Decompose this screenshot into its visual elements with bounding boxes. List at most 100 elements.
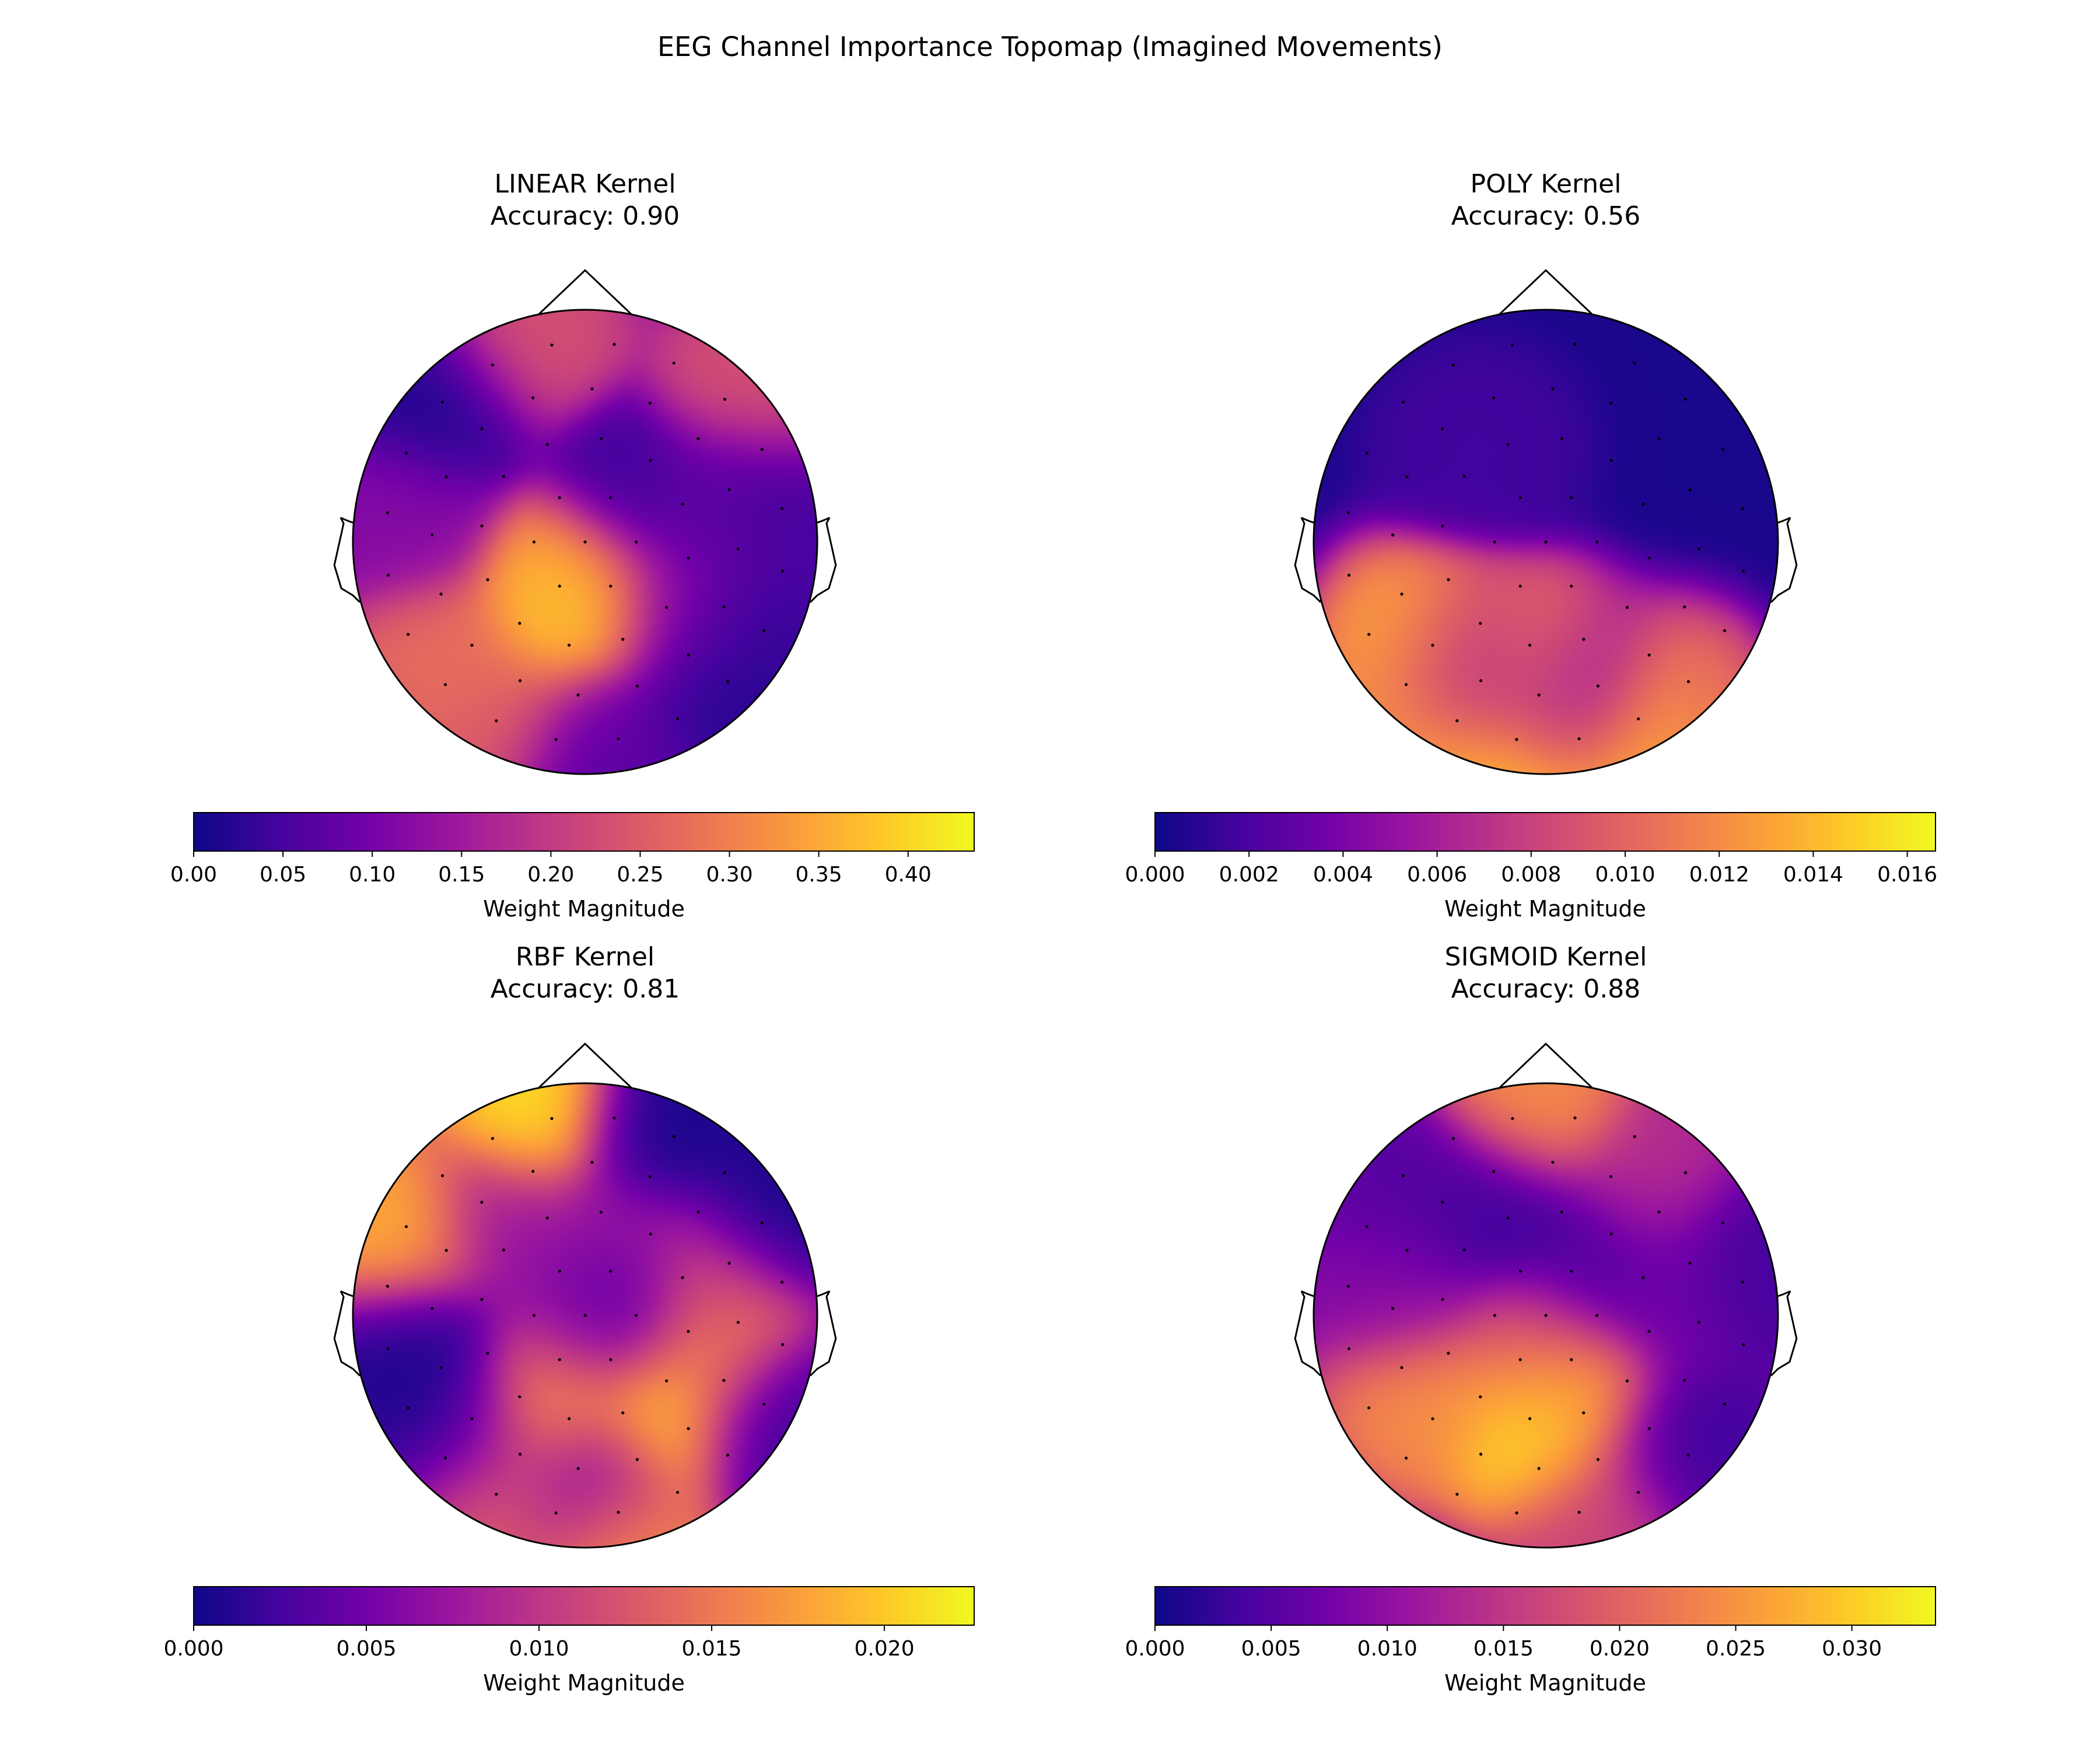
right-ear-outline [1770,1290,1798,1377]
colorbar-tick-label: 0.30 [706,863,752,887]
colorbar-tick-label: 0.010 [509,1637,569,1661]
electrode-dot [1518,1358,1522,1362]
electrode-dot [554,1511,558,1515]
electrode-dot [609,496,612,499]
electrode-dot [1537,1466,1541,1471]
electrode-markers [386,1116,785,1515]
electrode-dot [1657,437,1661,440]
colorbar-tick-label: 0.000 [1125,863,1185,887]
electrode-dot [681,502,684,506]
electrode-dot [621,1411,625,1415]
electrode-dot [1405,475,1409,479]
electrode-dot [1365,1225,1369,1228]
electrode-dot [491,1137,495,1140]
electrode-dot [1506,443,1510,446]
electrode-dot [1367,1406,1371,1410]
electrode-dot [1560,437,1564,440]
electrode-dot [558,1269,561,1273]
electrode-dot [1365,452,1369,455]
electrode-dot [1506,1216,1510,1220]
electrode-dot [1492,396,1496,400]
electrode-dot [1347,573,1351,577]
electrode-dot [1455,1492,1459,1496]
electrode-dot [687,653,690,657]
electrode-dot [617,737,620,741]
electrode-dot [444,475,448,479]
colorbar-tick-label: 0.025 [1706,1637,1766,1661]
colorbar-tick-label: 0.00 [170,863,217,887]
electrode-dot [1479,1452,1483,1456]
electrode-dot [545,1216,549,1220]
electrode-dot [518,1452,522,1456]
electrode-dot [1346,511,1350,514]
electrode-dot [612,342,616,346]
electrode-dot [1742,569,1745,573]
colorbar-tick-label: 0.020 [1590,1637,1650,1661]
electrode-dot [558,1358,561,1362]
electrode-dot [1582,1411,1586,1415]
electrode-dot [518,679,522,682]
electrode-dot [1570,584,1573,588]
electrode-dot [386,1347,390,1350]
electrode-dot [1686,1453,1690,1457]
electrode-dot [635,684,639,688]
electrode-dot [1577,1510,1581,1514]
electrode-dot [612,1116,616,1119]
panel-title: RBF Kernel [516,942,654,972]
colorbar-tick-label: 0.15 [438,863,485,887]
electrode-dot [480,427,484,430]
electrode-dot [430,533,434,537]
nose-outline [1499,269,1593,316]
electrode-dot [1447,1352,1450,1355]
electrode-dot [649,459,652,463]
electrode-dot [1515,1511,1518,1515]
electrode-dot [1515,738,1518,741]
electrode-dot [1609,1232,1613,1236]
colorbar: 0.000 0.005 0.010 0.015 0.020 0.025 0.030 Weigh… [1125,1586,1936,1696]
electrode-dot [1528,1417,1532,1420]
electrode-dot [386,573,390,577]
colorbar: 0.000 0.002 0.004 0.006 0.008 0.010 0.012 0.014… [1125,812,1937,922]
electrode-dot [404,1225,408,1228]
colorbar-tick-label: 0.010 [1595,863,1655,887]
electrode-dot [1636,1490,1640,1494]
colorbar-label: Weight Magnitude [483,1670,685,1696]
electrode-dot [609,1358,612,1362]
electrode-dot [590,1160,594,1164]
electrode-dot [545,443,549,446]
colorbar-tick-label: 0.005 [336,1637,396,1661]
colorbar-tick-label: 0.005 [1241,1637,1301,1661]
electrode-dot [439,592,443,596]
electrode-dot [1367,632,1371,636]
electrode-dot [1573,342,1577,346]
electrode-dot [1511,1116,1514,1121]
electrode-dot [723,397,727,401]
electrode-dot [576,693,580,697]
electrode-dot [1544,1314,1548,1317]
electrode-dot [443,682,447,687]
right-ear-outline [1770,517,1798,603]
electrode-dot [760,1221,764,1225]
electrode-dot [1647,653,1651,657]
electrode-dot [762,629,766,632]
electrode-dot [1401,400,1405,404]
right-ear-outline [809,1290,837,1377]
colorbar-tick-label: 0.010 [1357,1637,1418,1661]
electrode-dot [676,1490,680,1494]
electrode-dot [567,1417,571,1420]
colorbar-gradient [1154,1586,1936,1626]
electrode-dot [1595,540,1599,544]
electrode-dot [1431,643,1434,647]
colorbar-tick-label: 0.05 [260,863,306,887]
electrode-dot [635,1458,639,1461]
electrode-dot [590,387,594,391]
electrode-dot [1493,540,1497,544]
electrode-dot [687,1427,690,1430]
electrode-dot [1625,1379,1629,1382]
electrode-dot [1633,361,1636,365]
colorbar-tick-label: 0.016 [1877,863,1937,887]
electrode-dot [443,1456,447,1460]
electrode-dot [430,1307,434,1310]
electrode-dot [1686,680,1690,684]
